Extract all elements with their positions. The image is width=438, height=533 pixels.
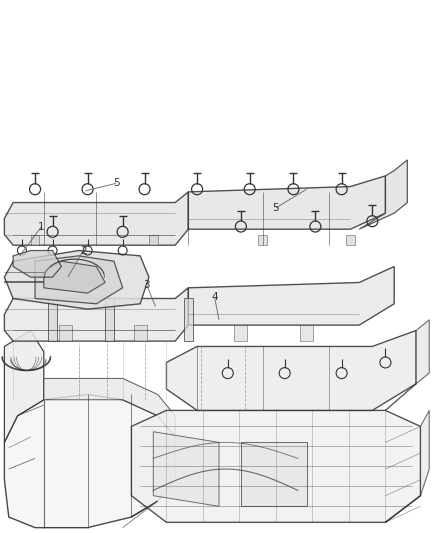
- Polygon shape: [300, 325, 313, 341]
- Polygon shape: [258, 235, 267, 245]
- Text: 5: 5: [272, 203, 279, 213]
- Polygon shape: [44, 378, 175, 437]
- Polygon shape: [4, 330, 44, 442]
- Polygon shape: [48, 298, 57, 341]
- Polygon shape: [359, 160, 407, 229]
- Polygon shape: [241, 442, 307, 506]
- Polygon shape: [234, 325, 247, 341]
- Text: 3: 3: [143, 280, 150, 290]
- Polygon shape: [35, 256, 123, 304]
- Polygon shape: [4, 192, 188, 245]
- Polygon shape: [4, 288, 188, 341]
- Text: 5: 5: [113, 179, 120, 188]
- Polygon shape: [153, 432, 219, 506]
- Polygon shape: [166, 330, 416, 410]
- Polygon shape: [4, 251, 149, 309]
- Polygon shape: [13, 251, 61, 277]
- Text: 4: 4: [211, 293, 218, 302]
- Text: 1: 1: [38, 222, 45, 231]
- Polygon shape: [346, 235, 355, 245]
- Polygon shape: [31, 235, 39, 245]
- Polygon shape: [105, 298, 114, 341]
- Polygon shape: [44, 261, 105, 293]
- Polygon shape: [385, 410, 429, 522]
- Polygon shape: [184, 298, 193, 341]
- Text: 2: 2: [80, 246, 87, 255]
- Polygon shape: [149, 235, 158, 245]
- Polygon shape: [188, 266, 394, 325]
- Polygon shape: [59, 325, 72, 341]
- Polygon shape: [385, 320, 429, 410]
- Polygon shape: [131, 410, 420, 522]
- Polygon shape: [4, 394, 175, 528]
- Polygon shape: [134, 325, 147, 341]
- Polygon shape: [188, 176, 385, 229]
